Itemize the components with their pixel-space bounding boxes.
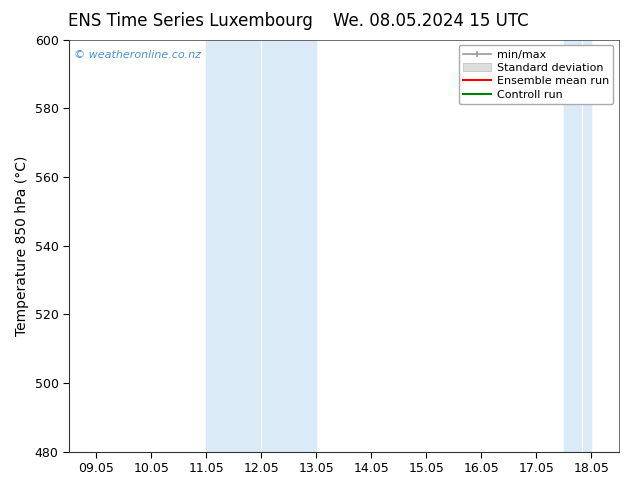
Bar [261, 40, 316, 452]
Text: We. 08.05.2024 15 UTC: We. 08.05.2024 15 UTC [333, 12, 529, 30]
Y-axis label: Temperature 850 hPa (°C): Temperature 850 hPa (°C) [15, 155, 29, 336]
Legend: min/max, Standard deviation, Ensemble mean run, Controll run: min/max, Standard deviation, Ensemble me… [459, 45, 614, 104]
Text: © weatheronline.co.nz: © weatheronline.co.nz [74, 50, 202, 60]
Bar [207, 40, 261, 452]
Bar [581, 40, 592, 452]
Bar [564, 40, 581, 452]
Text: ENS Time Series Luxembourg: ENS Time Series Luxembourg [68, 12, 313, 30]
